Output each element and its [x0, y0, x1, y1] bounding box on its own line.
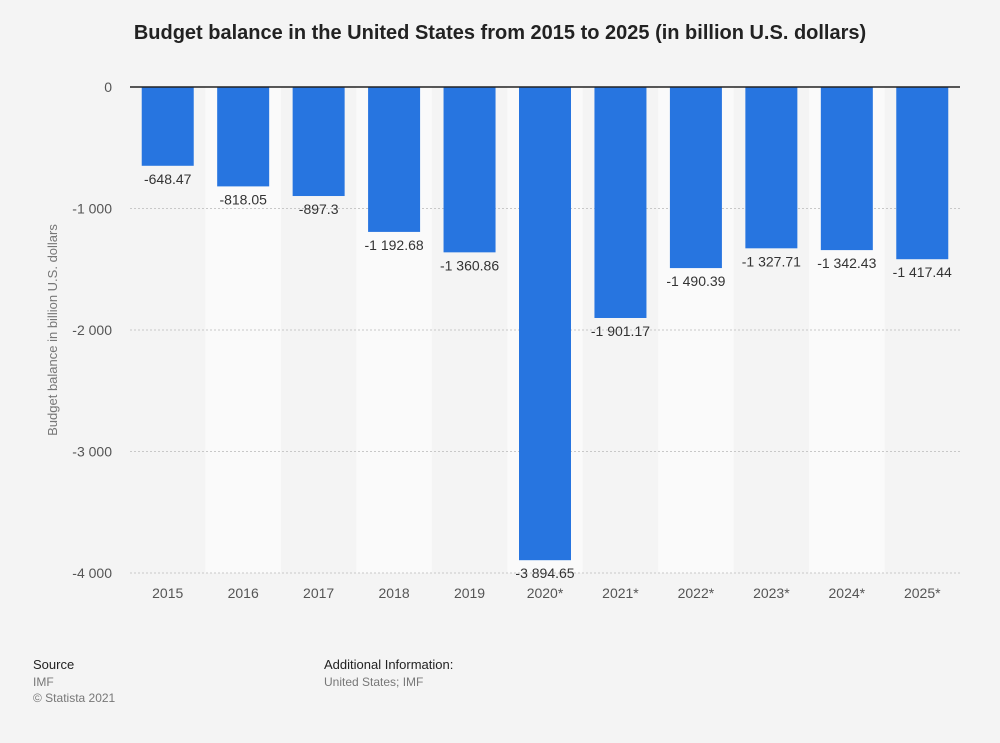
bars — [141, 87, 949, 561]
bar-2022*[interactable] — [669, 87, 722, 269]
data-label: -1 342.43 — [817, 255, 876, 271]
data-label: -648.47 — [144, 171, 192, 187]
x-tick-label: 2023* — [753, 585, 790, 601]
y-axis-title: Budget balance in billion U.S. dollars — [45, 224, 60, 436]
bar-2016[interactable] — [217, 87, 270, 187]
data-label: -897.3 — [299, 201, 339, 217]
y-tick-label: -1 000 — [72, 201, 112, 217]
y-tick-label: -3 000 — [72, 444, 112, 460]
bar-2021*[interactable] — [594, 87, 647, 318]
y-tick-label: -2 000 — [72, 322, 112, 338]
source-text: IMF — [33, 675, 54, 689]
bar-2018[interactable] — [368, 87, 421, 232]
x-tick-label: 2024* — [829, 585, 866, 601]
bar-2024*[interactable] — [820, 87, 873, 251]
data-label: -1 490.39 — [666, 273, 725, 289]
x-tick-label: 2020* — [527, 585, 564, 601]
additional-info-text: United States; IMF — [324, 675, 424, 689]
x-tick-label: 2015 — [152, 585, 183, 601]
x-tick-label: 2019 — [454, 585, 485, 601]
x-axis-ticks: 2015 2016 2017 2018 2019 2020* 2021* 2022* 2023*… — [152, 585, 941, 601]
data-label: -1 360.86 — [440, 257, 499, 273]
data-label: -1 192.68 — [365, 237, 424, 253]
x-tick-label: 2018 — [379, 585, 410, 601]
bar-2017[interactable] — [292, 87, 345, 197]
bar-2019[interactable] — [443, 87, 496, 253]
x-tick-label: 2016 — [228, 585, 259, 601]
bar-2025*[interactable] — [896, 87, 949, 260]
data-label: -1 901.17 — [591, 323, 650, 339]
data-label: -818.05 — [219, 191, 267, 207]
x-tick-label: 2021* — [602, 585, 639, 601]
x-tick-label: 2017 — [303, 585, 334, 601]
bar-2020*[interactable] — [519, 87, 571, 561]
y-tick-label: -4 000 — [72, 565, 112, 581]
data-label: -1 417.44 — [893, 264, 952, 280]
data-label: -3 894.65 — [515, 565, 574, 581]
additional-info-heading: Additional Information: — [324, 657, 454, 672]
x-tick-label: 2022* — [678, 585, 715, 601]
bar-2015[interactable] — [141, 87, 194, 166]
y-tick-label: 0 — [104, 79, 112, 95]
data-label: -1 327.71 — [742, 253, 801, 269]
bar-2023*[interactable] — [745, 87, 798, 249]
data-labels: -648.47 -818.05 -897.3 -1 192.68 -1 360.86 -3… — [144, 171, 952, 581]
copyright-text[interactable]: © Statista 2021 — [33, 691, 116, 705]
x-tick-label: 2025* — [904, 585, 941, 601]
y-axis-ticks: 0 -1 000 -2 000 -3 000 -4 000 — [72, 79, 112, 581]
source-heading: Source — [33, 657, 75, 672]
chart-title: Budget balance in the United States from… — [133, 22, 867, 44]
